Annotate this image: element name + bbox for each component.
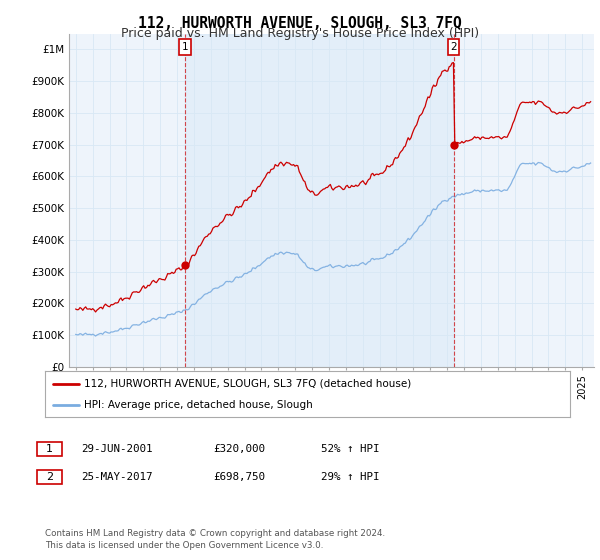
Text: 1: 1 (182, 42, 188, 52)
Text: Contains HM Land Registry data © Crown copyright and database right 2024.
This d: Contains HM Land Registry data © Crown c… (45, 529, 385, 550)
Text: 29-JUN-2001: 29-JUN-2001 (81, 444, 152, 454)
Text: Price paid vs. HM Land Registry's House Price Index (HPI): Price paid vs. HM Land Registry's House … (121, 27, 479, 40)
Text: 2: 2 (450, 42, 457, 52)
Text: 52% ↑ HPI: 52% ↑ HPI (321, 444, 380, 454)
Text: 25-MAY-2017: 25-MAY-2017 (81, 472, 152, 482)
Text: £320,000: £320,000 (213, 444, 265, 454)
Bar (185, 34, 454, 367)
Text: 112, HURWORTH AVENUE, SLOUGH, SL3 7FQ (detached house): 112, HURWORTH AVENUE, SLOUGH, SL3 7FQ (d… (85, 379, 412, 389)
Text: 1: 1 (46, 444, 53, 454)
Text: HPI: Average price, detached house, Slough: HPI: Average price, detached house, Slou… (85, 400, 313, 410)
Text: £698,750: £698,750 (213, 472, 265, 482)
Text: 112, HURWORTH AVENUE, SLOUGH, SL3 7FQ: 112, HURWORTH AVENUE, SLOUGH, SL3 7FQ (138, 16, 462, 31)
Text: 2: 2 (46, 472, 53, 482)
Text: 29% ↑ HPI: 29% ↑ HPI (321, 472, 380, 482)
